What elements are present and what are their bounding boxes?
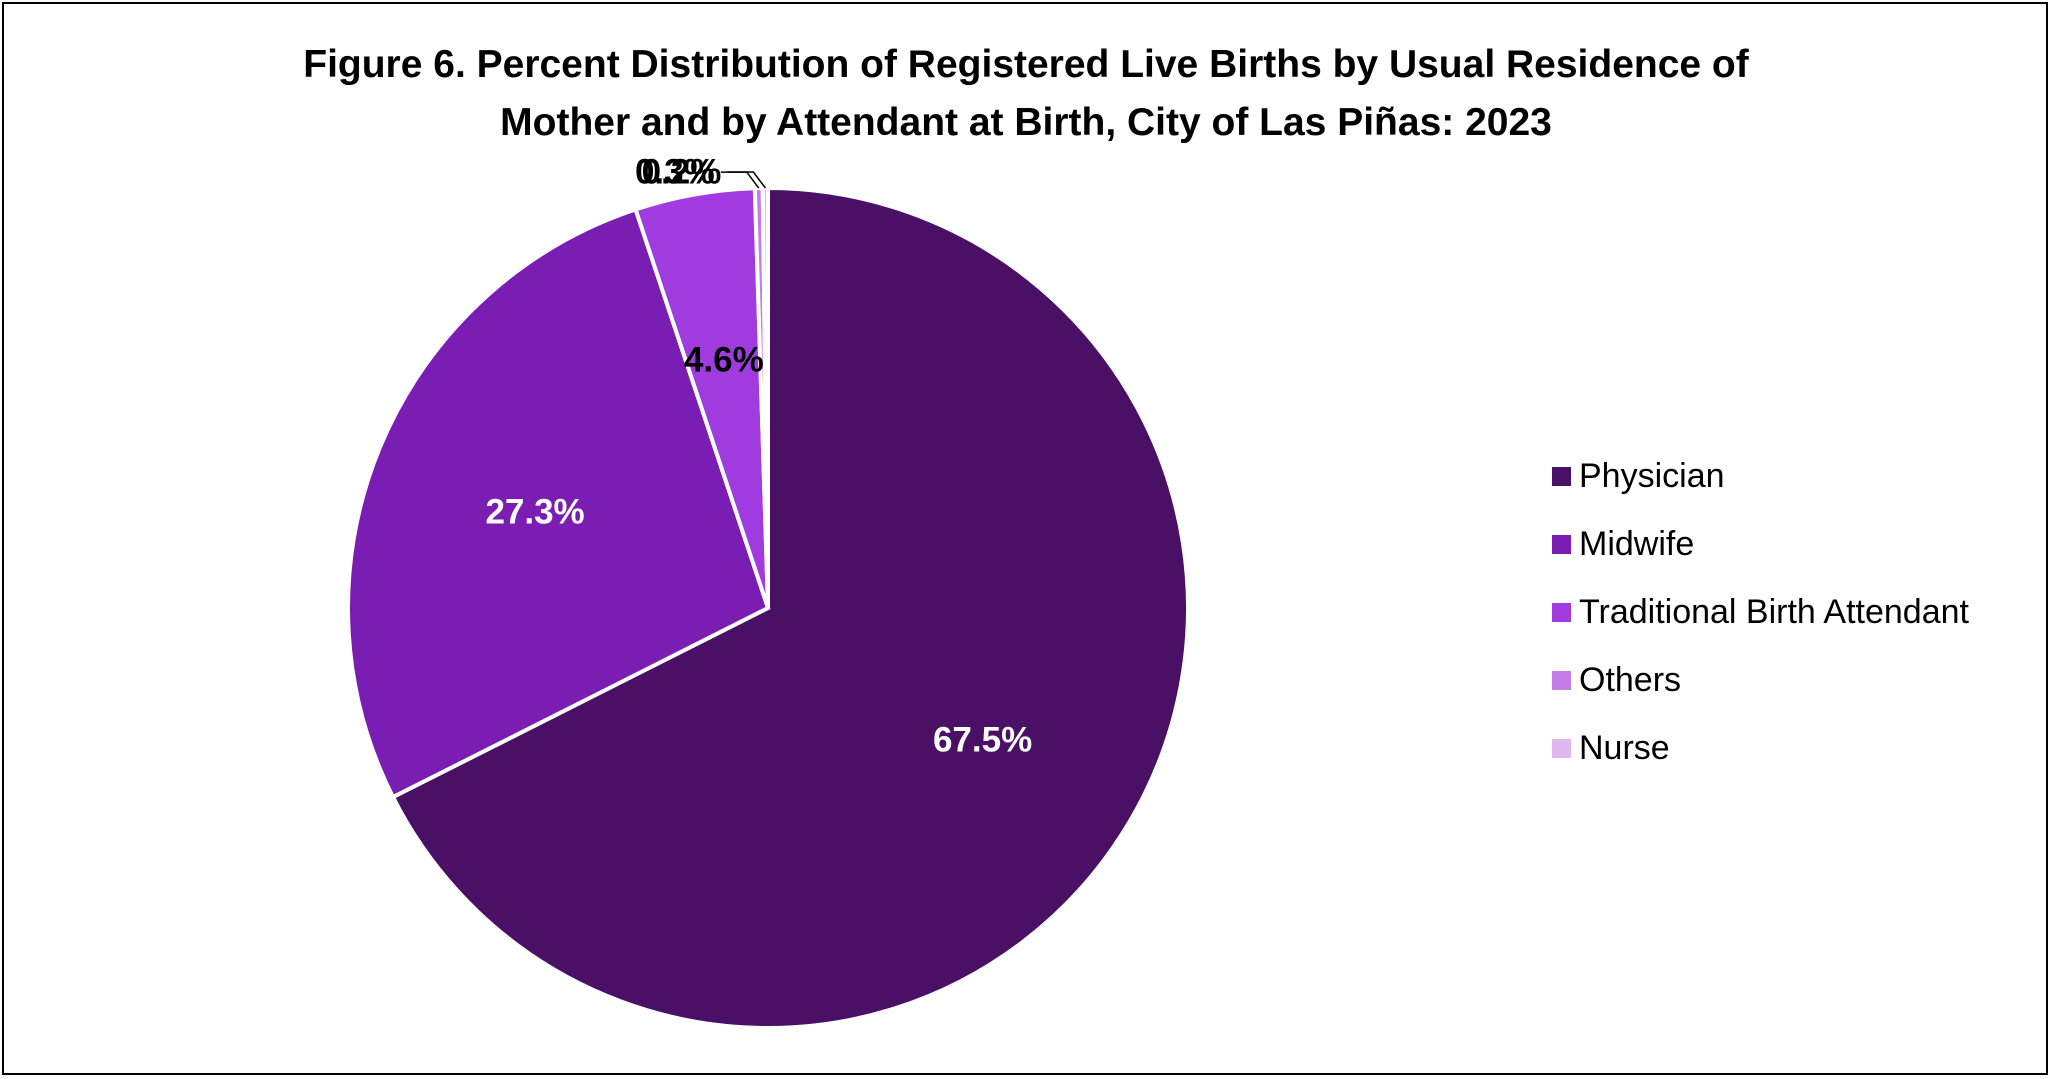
data-label-midwife: 27.3% [485,492,584,531]
legend-item-midwife: Midwife [1552,510,2032,578]
leader-lines [720,171,766,189]
leader-line-others [720,171,760,189]
legend-label-midwife: Midwife [1579,524,1695,563]
legend-item-traditional-birth-attendant: Traditional Birth Attendant [1552,578,2032,646]
legend-swatch-traditional-birth-attendant [1552,602,1571,622]
legend-item-nurse: Nurse [1552,714,2032,782]
legend-label-physician: Physician [1579,456,1725,495]
data-label-traditional-birth-attendant: 4.6% [684,340,764,379]
data-label-physician: 67.5% [933,721,1032,760]
pie-slice-physician [390,185,1190,1030]
chart-title-line-1: Figure 6. Percent Distribution of Regist… [303,43,1749,86]
data-label-nurse: 0.2% [642,153,722,192]
legend-label-others: Others [1579,660,1682,699]
legend: Physician Midwife Traditional Birth Attend… [1552,442,2032,782]
legend-swatch-others [1552,670,1571,690]
legend-swatch-midwife [1552,534,1571,554]
legend-item-others: Others [1552,646,2032,714]
legend-label-traditional-birth-attendant: Traditional Birth Attendant [1579,592,1969,631]
legend-item-physician: Physician [1552,442,2032,510]
legend-swatch-physician [1552,466,1571,486]
pie-slice-midwife [346,206,771,800]
chart-title-line-2: Mother and by Attendant at Birth, City o… [500,101,1552,144]
leader-line-nurse [727,171,766,189]
pie-slices [346,185,1190,1030]
legend-swatch-nurse [1552,738,1571,758]
chart-title: Figure 6. Percent Distribution of Regist… [0,36,2052,152]
data-labels: 67.5% 27.3% 4.6% 0.3%0.2% [485,153,1032,760]
legend-label-nurse: Nurse [1579,728,1670,767]
data-label-others: 0.3% [635,153,715,192]
